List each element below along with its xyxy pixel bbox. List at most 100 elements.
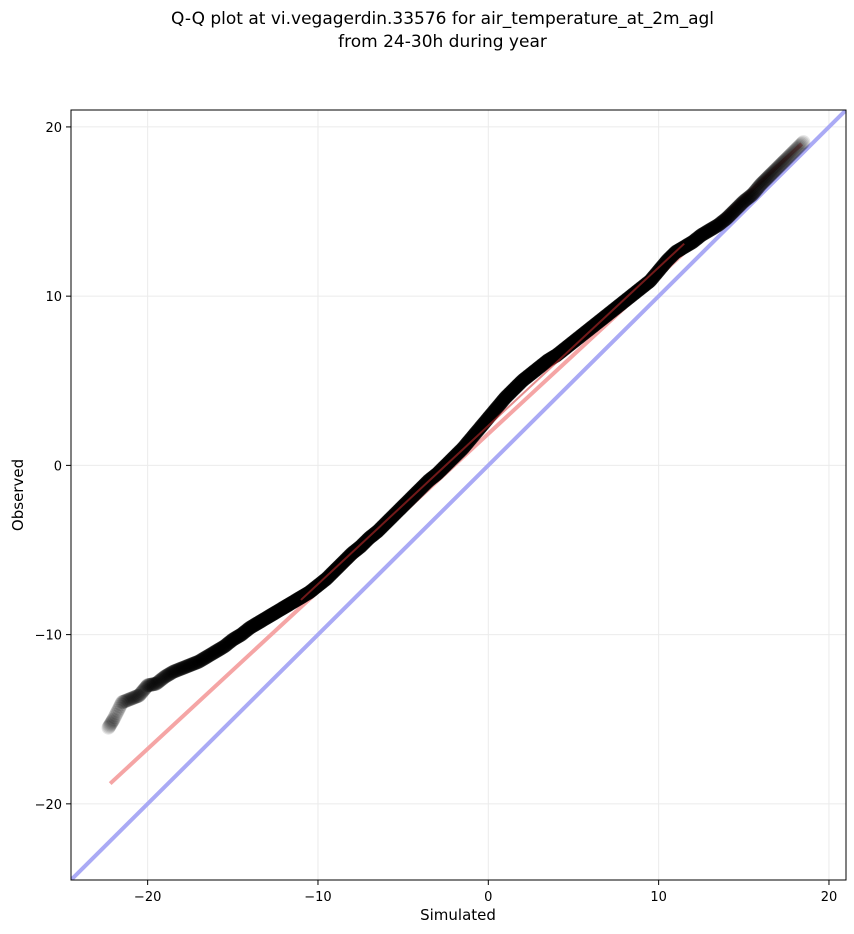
qq-point (736, 194, 751, 209)
qq-point (731, 199, 746, 214)
qq-point (780, 151, 795, 166)
qq-point (121, 692, 136, 707)
qq-point (109, 705, 124, 720)
qq-point (213, 642, 228, 656)
qq-point (769, 161, 784, 176)
qq-point (719, 211, 734, 226)
qq-point (753, 177, 768, 192)
qq-point (701, 223, 716, 238)
qq-point (142, 677, 157, 692)
qq-point (107, 710, 122, 725)
qq-point (748, 183, 763, 198)
qq-point (148, 676, 163, 691)
qq-point (709, 219, 724, 234)
qq-point (787, 143, 802, 158)
qq-point (229, 630, 244, 645)
qq-point (117, 694, 132, 709)
qq-point (226, 632, 241, 647)
qq-point (693, 229, 708, 244)
qq-point (165, 665, 180, 680)
qq-point (154, 672, 169, 687)
qq-point (207, 645, 222, 660)
qq-point (201, 648, 216, 663)
qq-point (241, 621, 256, 636)
identity-line (71, 110, 846, 880)
qq-point (225, 632, 240, 647)
qq-point (729, 201, 744, 216)
qq-point (243, 620, 258, 635)
x-axis-label: Simulated (420, 906, 496, 924)
qq-point (189, 655, 204, 670)
qq-point (796, 135, 811, 150)
qq-point (133, 687, 148, 702)
qq-point (145, 677, 160, 692)
qq-point (240, 622, 255, 637)
qq-point (170, 663, 185, 678)
qq-point (120, 693, 135, 708)
qq-point (159, 668, 174, 683)
plot-frame (70, 109, 847, 881)
qq-point (119, 693, 134, 708)
qq-point (737, 193, 752, 208)
qq-point (725, 206, 740, 221)
qq-point (156, 670, 171, 685)
qq-point (164, 666, 179, 681)
y-tick-label: 0 (54, 459, 62, 474)
y-axis-label: Observed (9, 459, 27, 531)
qq-point (110, 703, 125, 718)
qq-point (705, 221, 720, 236)
qq-point (115, 695, 130, 710)
qq-point (747, 185, 762, 200)
qq-point (790, 141, 805, 156)
qq-point (135, 684, 150, 699)
qq-point (230, 630, 245, 645)
qq-point (211, 642, 226, 657)
qq-point (759, 172, 774, 187)
qq-point (692, 229, 707, 244)
qq-point (771, 159, 786, 174)
qq-point (795, 136, 810, 151)
qq-point (735, 195, 750, 210)
qq-point (149, 676, 164, 691)
qq-point (130, 689, 145, 704)
qq-point (742, 190, 757, 205)
qq-point (781, 149, 796, 164)
qq-point (715, 214, 730, 229)
qq-point (704, 221, 719, 236)
qq-point (174, 661, 189, 676)
qq-point (778, 153, 793, 168)
qq-point (180, 659, 195, 674)
qq-point (123, 691, 138, 706)
y-tick-label: −10 (35, 629, 62, 644)
qq-point (104, 716, 119, 731)
qq-point (713, 216, 728, 231)
qq-point (131, 688, 146, 703)
qq-point (758, 173, 773, 188)
grid (71, 110, 846, 880)
qq-point (160, 668, 175, 683)
qq-point (157, 669, 172, 684)
qq-point (752, 178, 767, 193)
qq-point (732, 198, 747, 213)
qq-point (169, 663, 184, 678)
qq-point (712, 217, 727, 232)
qq-point (178, 659, 193, 674)
qq-point (208, 644, 223, 659)
qq-point (745, 187, 760, 202)
qq-point (147, 677, 162, 692)
qq-point (754, 176, 769, 191)
qq-point (186, 656, 201, 671)
qq-point (141, 678, 156, 693)
qq-point (718, 212, 733, 227)
qq-point (764, 166, 779, 181)
qq-points (101, 135, 811, 735)
qq-point (181, 658, 196, 673)
qq-point (728, 202, 743, 217)
qq-point (751, 180, 766, 194)
qq-point (686, 234, 701, 249)
qq-point (171, 662, 186, 677)
qq-point (153, 673, 168, 688)
qq-point (216, 640, 231, 655)
axis-ticks: −20 −10 0 10 20 −20 −10 0 10 20 (35, 121, 838, 905)
qq-point (106, 712, 121, 727)
